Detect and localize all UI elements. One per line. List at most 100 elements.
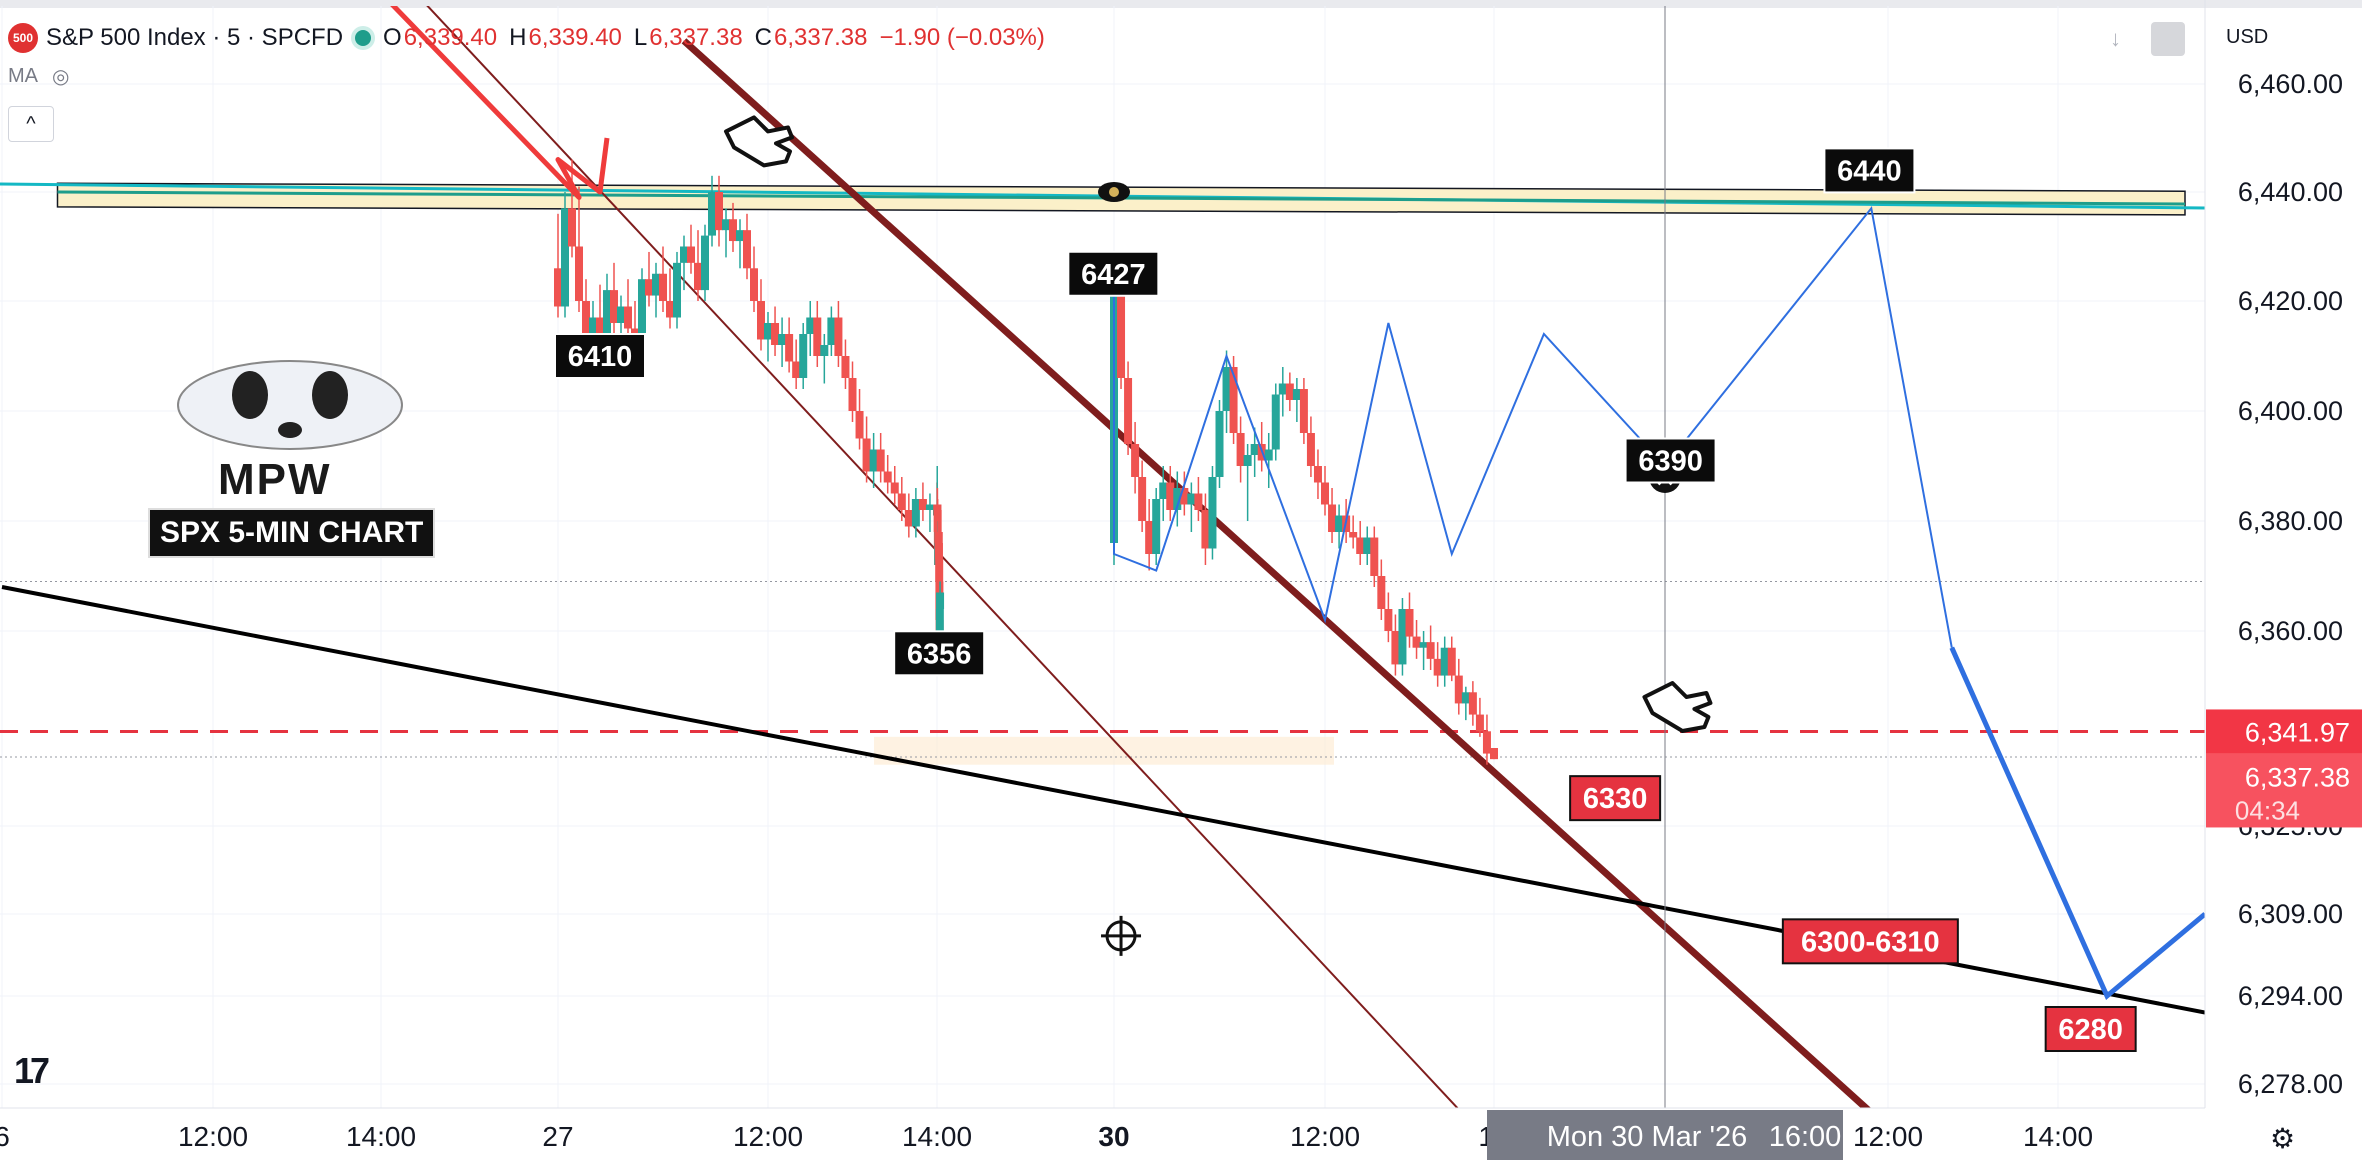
candle-body (876, 449, 885, 472)
candle-body (1180, 488, 1189, 505)
highlight-zone (874, 736, 1334, 765)
candle-body (1236, 433, 1245, 466)
annotation-text: 6356 (907, 638, 972, 670)
candle-body (1131, 444, 1140, 477)
hand-icon (1642, 681, 1713, 733)
market-status-icon (355, 30, 372, 46)
candle-body (638, 279, 646, 345)
candle-body (617, 306, 625, 323)
annotation-text: 6330 (1583, 783, 1648, 815)
collapse-button[interactable]: ^ (8, 106, 54, 142)
candle-body (1299, 389, 1308, 433)
tradingview-logo[interactable]: 17 (14, 1050, 50, 1091)
candle-body (715, 192, 723, 231)
annotation-box (2044, 1006, 2137, 1052)
candle-body (827, 317, 836, 345)
eye-pupil (1109, 187, 1119, 197)
annotation-box (893, 630, 986, 677)
candle-body (603, 290, 611, 345)
candle-body (869, 449, 878, 472)
candle-body (596, 317, 604, 345)
high-value: 6,339.40 (528, 24, 622, 51)
candle-body (1264, 449, 1273, 461)
panda-nose (278, 422, 302, 438)
annotation-label: 6330 (1569, 775, 1662, 822)
candle-body (1349, 532, 1358, 538)
annotation-label: 6390 (1624, 437, 1717, 484)
top-right-tools: ↓ (2110, 22, 2185, 56)
candle-body (771, 323, 780, 345)
candle-body (1461, 692, 1470, 704)
projection-path-bold (1949, 646, 2205, 1001)
target-icon (1101, 915, 1142, 956)
candle-body (1433, 658, 1442, 676)
annotation-label: 6356 (893, 630, 986, 677)
price-tick-label: 6,278.00 (2238, 1069, 2343, 1099)
indicator-row: MA ◎ (8, 64, 69, 89)
candle-body (680, 246, 688, 263)
candle-body (1306, 433, 1315, 466)
price-tick-label: 6,294.00 (2238, 981, 2343, 1011)
annotation-text: 6300-6310 (1801, 926, 1940, 958)
time-axis: 612:0014:002712:0014:003012:001412:0014:… (0, 1107, 2362, 1160)
annotation-label: 6300-6310 (1781, 918, 1959, 965)
low-value: 6,337.38 (649, 24, 743, 51)
fullscreen-icon[interactable] (2151, 22, 2185, 56)
candle-body (722, 219, 730, 231)
low-label: L (633, 24, 648, 51)
eye-hidden-icon[interactable]: ◎ (52, 66, 70, 88)
currency-selector[interactable]: USD (2226, 26, 2269, 48)
candle-body (1243, 455, 1252, 466)
chart-header: 500 S&P 500 Index · 5 · SPCFD O 6,339.40 … (8, 20, 1057, 56)
annotation-box (1067, 250, 1160, 297)
candle-body (610, 290, 618, 323)
candle-body (834, 317, 843, 356)
candle-body (936, 592, 945, 609)
close-value: 6,337.38 (774, 24, 868, 51)
annotation-text: 6390 (1638, 446, 1703, 478)
time-tick-label: 27 (542, 1121, 573, 1152)
candle-body (1468, 692, 1477, 715)
settings-icon[interactable]: ⚙ (2270, 1123, 2296, 1154)
panda-face (177, 360, 403, 450)
candle-body (918, 499, 927, 510)
time-tick-label: 12:00 (733, 1121, 803, 1152)
candle-body (1285, 383, 1294, 400)
open-label: O (383, 24, 402, 51)
candle-body (1201, 510, 1210, 549)
candle-body (582, 301, 590, 340)
hand-shape (724, 115, 794, 168)
candle-body (687, 246, 695, 263)
symbol-title[interactable]: S&P 500 Index · 5 · SPCFD (46, 24, 344, 51)
ma-indicator-label[interactable]: MA (8, 65, 38, 87)
candle-body (813, 317, 822, 356)
candle-body (1166, 482, 1175, 510)
annotation-text: 6410 (568, 341, 633, 373)
candle-body (743, 230, 751, 269)
annotation-box (1569, 775, 1662, 822)
price-badge-level-text: 6,341.97 (2245, 717, 2350, 747)
annotation-label: 6440 (1823, 147, 1916, 194)
annotation-label: 6427 (1067, 250, 1160, 297)
candle-body (862, 438, 871, 472)
arrow-down-icon[interactable]: ↓ (2110, 26, 2121, 51)
candle-body (785, 334, 794, 362)
price-badge-last-text: 6,337.38 (2245, 762, 2350, 792)
candle-body (1215, 411, 1224, 477)
time-tick-label: 30 (1098, 1121, 1129, 1152)
candle-body (652, 273, 660, 296)
time-axis-bg (0, 1108, 2362, 1160)
crosshair-time-text: 16:00 (1769, 1121, 1842, 1153)
candle-body (757, 301, 765, 340)
plot-area: 6440 6427 6410 6356 6390 6330 6300-6310 6280 (0, 6, 2205, 1108)
candle-body (1377, 576, 1386, 609)
candle-body (1173, 488, 1182, 510)
candle-body (792, 361, 801, 378)
hand-icon (724, 115, 794, 168)
symbol-badge[interactable]: 500 (8, 23, 38, 53)
candle-body (568, 208, 576, 247)
candle-body (1328, 504, 1337, 532)
price-axis: 6,460.00 6,440.00 6,420.00 6,400.00 6,380.00… (2204, 0, 2362, 1160)
annotation-box (1823, 147, 1916, 194)
